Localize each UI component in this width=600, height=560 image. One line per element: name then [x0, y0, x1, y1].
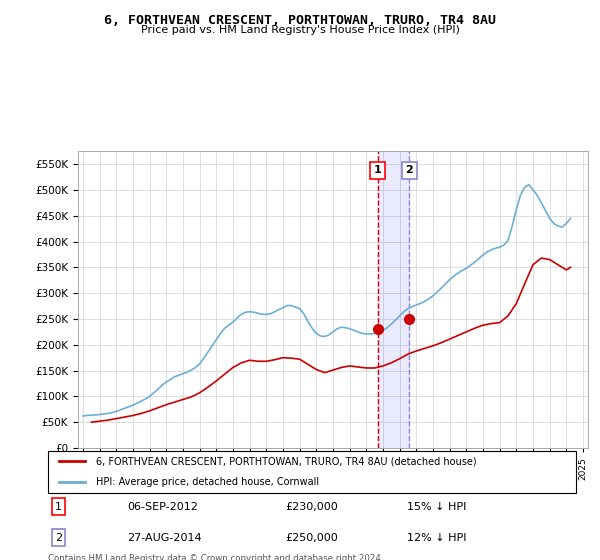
- Text: Price paid vs. HM Land Registry's House Price Index (HPI): Price paid vs. HM Land Registry's House …: [140, 25, 460, 35]
- FancyBboxPatch shape: [48, 451, 576, 493]
- Bar: [377, 151, 409, 448]
- Text: 27-AUG-2014: 27-AUG-2014: [127, 533, 202, 543]
- Text: 1: 1: [55, 502, 62, 512]
- Text: £250,000: £250,000: [286, 533, 338, 543]
- Text: HPI: Average price, detached house, Cornwall: HPI: Average price, detached house, Corn…: [95, 477, 319, 487]
- Text: £230,000: £230,000: [286, 502, 338, 512]
- Text: 2: 2: [55, 533, 62, 543]
- Text: 15% ↓ HPI: 15% ↓ HPI: [407, 502, 466, 512]
- Text: 2: 2: [406, 166, 413, 175]
- Text: 06-SEP-2012: 06-SEP-2012: [127, 502, 198, 512]
- Text: 6, FORTHVEAN CRESCENT, PORTHTOWAN, TRURO, TR4 8AU: 6, FORTHVEAN CRESCENT, PORTHTOWAN, TRURO…: [104, 14, 496, 27]
- Text: 1: 1: [374, 166, 382, 175]
- Text: Contains HM Land Registry data © Crown copyright and database right 2024.
This d: Contains HM Land Registry data © Crown c…: [48, 554, 383, 560]
- Text: 6, FORTHVEAN CRESCENT, PORTHTOWAN, TRURO, TR4 8AU (detached house): 6, FORTHVEAN CRESCENT, PORTHTOWAN, TRURO…: [95, 456, 476, 466]
- Text: 12% ↓ HPI: 12% ↓ HPI: [407, 533, 467, 543]
